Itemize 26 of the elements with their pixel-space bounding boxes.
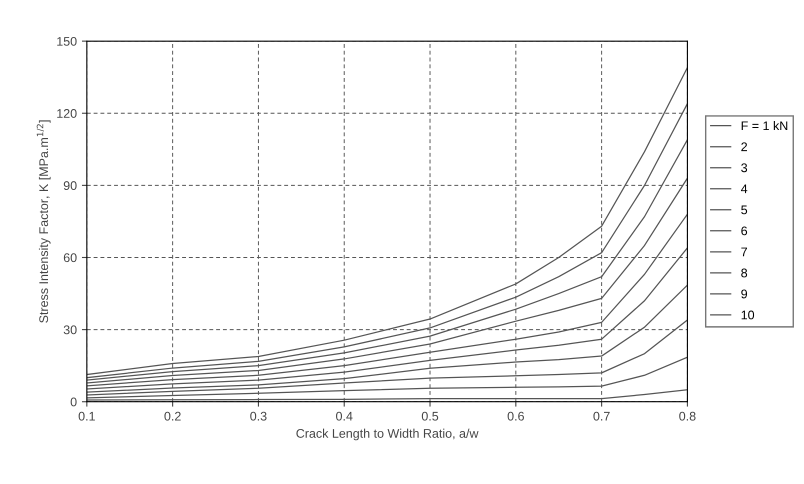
legend-label: 2 (741, 142, 748, 152)
x-tick-label: 0.4 (336, 412, 353, 421)
x-tick-label: 0.1 (78, 412, 95, 421)
legend-label: 8 (741, 268, 748, 278)
legend-label: 3 (741, 163, 748, 172)
y-tick-label: 90 (64, 181, 77, 190)
y-axis-title: Stress Intensity Factor, K [MPa.m$^{1/2}$] (36, 120, 51, 323)
legend-label: 10 (742, 310, 754, 320)
y-tick-label: 60 (64, 253, 77, 262)
x-tick-label: 0.5 (422, 412, 438, 421)
legend-label: 9 (741, 290, 748, 298)
legend-label: 6 (741, 226, 748, 236)
x-tick-label: 0.2 (164, 412, 181, 421)
y-tick-label: 150 (57, 36, 77, 46)
x-axis-title: Crack Length to Width Ratio, a/w (296, 428, 479, 440)
legend-label: F = 1 kN (742, 120, 788, 130)
y-tick-label: 0 (70, 398, 77, 406)
legend-label: 7 (741, 248, 748, 256)
y-tick-label: 120 (57, 109, 77, 118)
y-tick-label: 30 (64, 325, 77, 334)
x-tick-label: 0.7 (593, 412, 610, 421)
legend-label: 4 (740, 184, 748, 194)
x-tick-label: 0.8 (679, 412, 696, 421)
x-tick-label: 0.3 (250, 412, 267, 421)
x-tick-label: 0.6 (508, 412, 524, 421)
legend-label: 5 (741, 206, 748, 214)
